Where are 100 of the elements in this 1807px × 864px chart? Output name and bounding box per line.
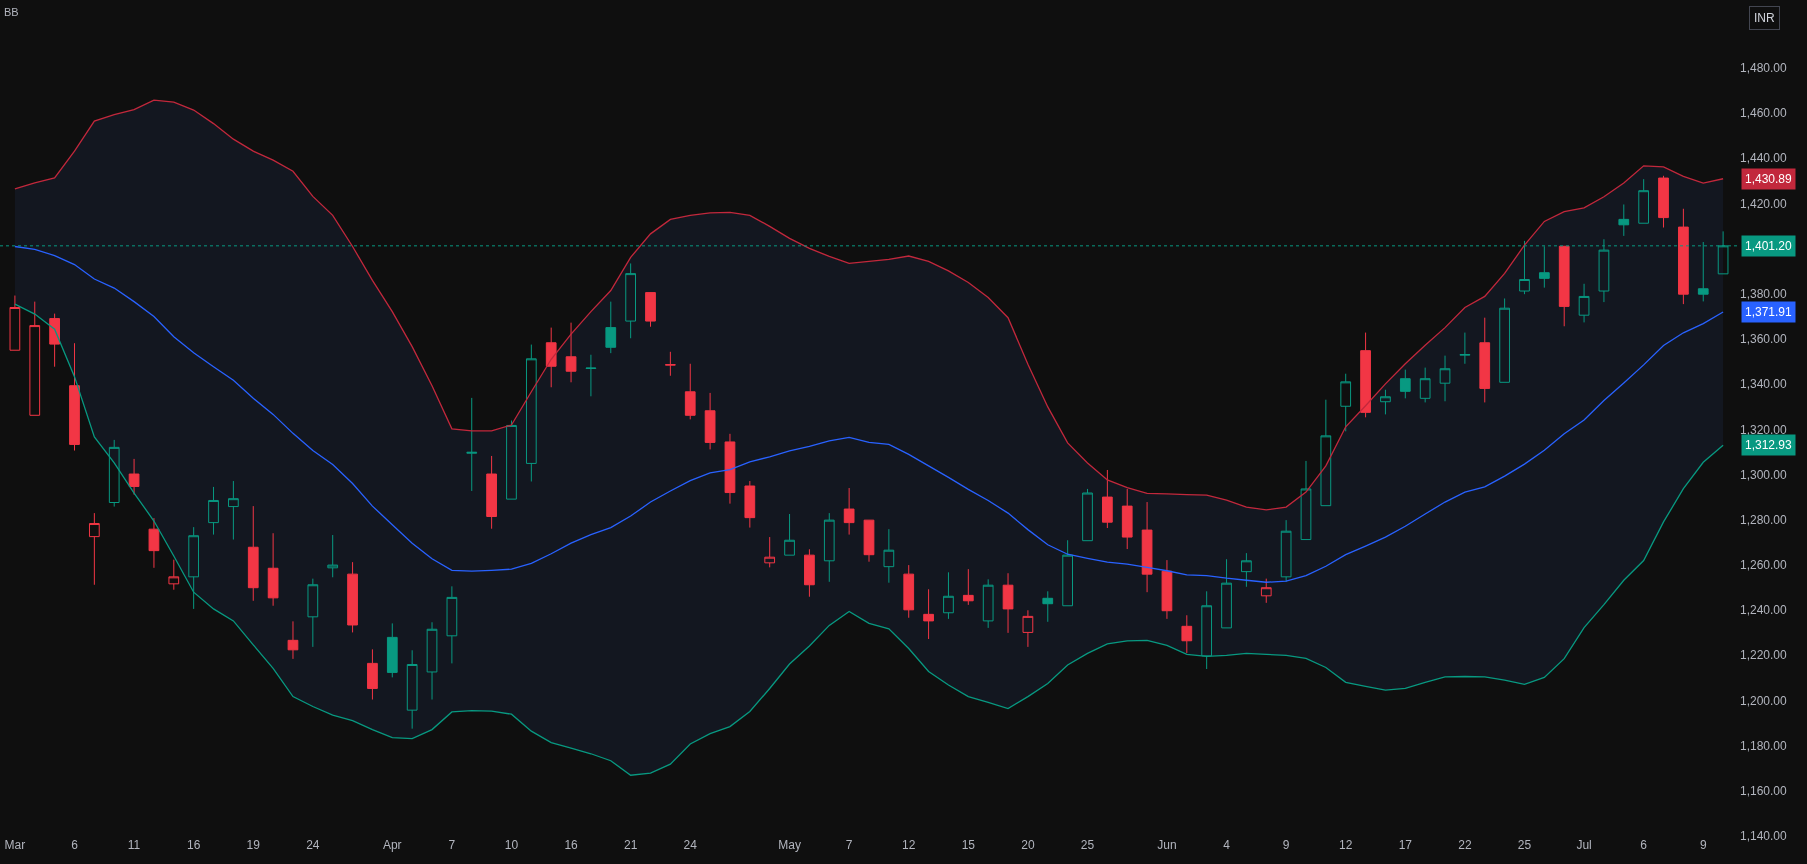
x-tick-label: Jul bbox=[1576, 838, 1592, 852]
candlestick bbox=[804, 548, 815, 598]
data-label: 1,430.89 bbox=[1745, 172, 1793, 186]
candlestick bbox=[1340, 373, 1352, 432]
candlestick bbox=[1618, 203, 1630, 237]
candlestick bbox=[327, 534, 339, 578]
y-tick-label: 1,440.00 bbox=[1740, 151, 1788, 166]
candlestick bbox=[1380, 389, 1391, 415]
candlestick bbox=[1479, 317, 1491, 403]
candlestick bbox=[406, 649, 418, 730]
x-tick-label: 19 bbox=[246, 838, 261, 852]
text: BB bbox=[4, 6, 19, 18]
candlestick bbox=[208, 486, 219, 536]
candlestick bbox=[1002, 572, 1014, 634]
x-tick-label: 9 bbox=[1282, 838, 1290, 852]
candlestick bbox=[1360, 332, 1371, 418]
y-tick-label: 1,160.00 bbox=[1740, 784, 1788, 799]
x-tick-label: 6 bbox=[71, 838, 79, 852]
y-tick-label: 1,240.00 bbox=[1740, 603, 1788, 618]
candlestick bbox=[1260, 578, 1272, 604]
candlestick bbox=[426, 621, 438, 701]
candlestick bbox=[506, 419, 517, 500]
candlestick bbox=[1280, 519, 1292, 583]
y-tick-label: 1,460.00 bbox=[1740, 106, 1788, 121]
candlestick bbox=[525, 344, 537, 482]
candlestick bbox=[347, 561, 358, 633]
x-tick-label: 4 bbox=[1223, 838, 1231, 852]
candlestick bbox=[1141, 501, 1153, 593]
candlestick bbox=[883, 528, 895, 584]
candlestick bbox=[267, 532, 279, 607]
x-tick-label: 22 bbox=[1458, 838, 1472, 852]
x-tick-label: 21 bbox=[623, 838, 638, 852]
y-tick-label: 1,200.00 bbox=[1740, 693, 1788, 708]
candlestick bbox=[128, 458, 140, 496]
x-tick-label: 6 bbox=[1640, 838, 1648, 852]
y-tick-label: 1,260.00 bbox=[1740, 558, 1788, 573]
candlestick bbox=[843, 487, 855, 536]
candlestick bbox=[1101, 469, 1113, 529]
candlestick bbox=[188, 526, 200, 610]
candlestick bbox=[1161, 559, 1173, 620]
candlestick bbox=[486, 455, 497, 530]
y-tick-label: 1,480.00 bbox=[1740, 60, 1788, 75]
x-tick-label: 12 bbox=[1339, 838, 1353, 852]
x-tick-label: 11 bbox=[127, 838, 141, 852]
candlestick bbox=[1042, 590, 1054, 623]
candlestick bbox=[625, 262, 637, 339]
candlestick bbox=[962, 568, 974, 606]
x-tick-label: 24 bbox=[306, 838, 320, 852]
x-tick-label: 15 bbox=[961, 838, 976, 852]
candlestick bbox=[367, 648, 378, 701]
candlestick bbox=[1241, 552, 1252, 588]
candlestick bbox=[247, 505, 259, 602]
candlestick bbox=[168, 559, 180, 591]
candlestick bbox=[1578, 283, 1590, 323]
candlestick bbox=[605, 301, 617, 354]
candlestick bbox=[1399, 369, 1411, 399]
candlestick bbox=[228, 480, 239, 541]
data-label: 1,371.91 bbox=[1745, 305, 1793, 319]
y-tick-label: 1,280.00 bbox=[1740, 512, 1788, 527]
x-tick-label: 25 bbox=[1080, 838, 1095, 852]
candlestick bbox=[1678, 208, 1689, 305]
y-tick-label: 1,420.00 bbox=[1740, 196, 1788, 211]
y-axis-title: INR bbox=[1754, 11, 1775, 25]
x-tick-label: Apr bbox=[382, 838, 402, 852]
x-tick-label: 7 bbox=[845, 838, 853, 852]
line-series bbox=[14, 303, 1724, 776]
candlestick bbox=[863, 519, 875, 563]
candlestick bbox=[1320, 399, 1332, 507]
ref-line-label: 1,401.20 bbox=[1745, 239, 1793, 253]
candlestick bbox=[108, 439, 120, 508]
line-series bbox=[14, 245, 1724, 583]
y-tick-label: 1,320.00 bbox=[1740, 422, 1788, 437]
y-tick-label: 1,380.00 bbox=[1740, 286, 1788, 301]
candlestick bbox=[466, 397, 478, 492]
candlestick bbox=[1181, 614, 1193, 654]
candlestick bbox=[1022, 609, 1034, 648]
candlestick bbox=[1638, 178, 1650, 224]
candlestick bbox=[565, 322, 577, 383]
candlestick bbox=[982, 578, 994, 629]
candlestick bbox=[49, 313, 60, 368]
candlestick bbox=[823, 512, 835, 583]
y-tick-label: 1,220.00 bbox=[1740, 648, 1788, 663]
candlestick bbox=[1121, 488, 1133, 550]
candlestick bbox=[1439, 355, 1451, 402]
candlestick bbox=[943, 571, 954, 620]
x-tick-label: 20 bbox=[1021, 838, 1035, 852]
candlestick bbox=[903, 564, 915, 619]
y-tick-label: 1,180.00 bbox=[1740, 738, 1788, 753]
candlestick bbox=[585, 354, 597, 397]
data-label: 1,312.93 bbox=[1745, 438, 1793, 452]
candlestick bbox=[1300, 460, 1312, 541]
x-tick-label: Jun bbox=[1157, 838, 1177, 852]
candlestick bbox=[9, 295, 21, 351]
candlestick bbox=[1459, 332, 1471, 365]
candlestick bbox=[545, 327, 557, 388]
candlestick bbox=[1201, 590, 1213, 670]
candlestick bbox=[744, 480, 756, 529]
candlestick bbox=[446, 585, 458, 664]
x-tick-label: 16 bbox=[564, 838, 579, 852]
y-tick-label: 1,360.00 bbox=[1740, 332, 1788, 347]
